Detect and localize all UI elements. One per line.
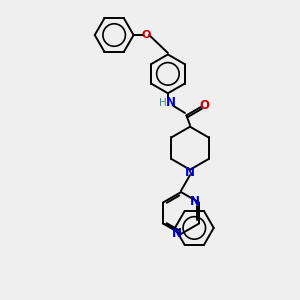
- Text: N: N: [166, 96, 176, 109]
- Text: H: H: [159, 98, 167, 108]
- Text: N: N: [190, 195, 200, 208]
- Text: O: O: [141, 30, 151, 40]
- Text: O: O: [199, 99, 209, 112]
- Text: N: N: [185, 166, 195, 178]
- Text: N: N: [172, 227, 182, 240]
